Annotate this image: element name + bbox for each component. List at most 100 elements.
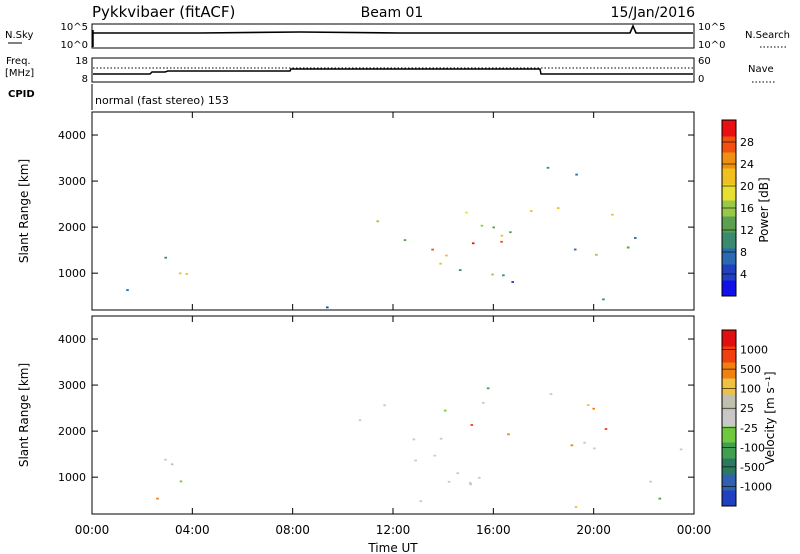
nsearch-tick-top: 10^5 [698,22,725,33]
velocity-cell [507,433,510,436]
power-cell [458,269,462,271]
power-colorbar-tick-label: 16 [740,202,754,215]
velocity-cell [447,480,451,483]
power-colorbar-swatch [722,216,736,233]
power-cell [502,274,505,277]
power-cell [595,253,598,256]
xtick-label: 16:00 [476,523,511,537]
velocity-yaxis: 1000 2000 3000 4000 [58,333,694,484]
velocity-cell [679,448,683,451]
velocity-colorbar-swatch [722,378,736,395]
time-axis-label: Time UT [367,541,418,554]
freq-tick-bottom: 8 [82,74,88,85]
date-label: 15/Jan/2016 [611,5,696,21]
power-ytick-label: 3000 [58,175,86,188]
velocity-cell [414,459,417,462]
velocity-colorbar-frame [721,329,737,507]
power-colorbar-tick-label: 4 [740,268,747,281]
velocity-cell [443,409,447,412]
velocity-cell [156,497,159,500]
velocity-colorbar-tick-label: 1000 [740,344,768,357]
xtick-label: 12:00 [376,523,411,537]
freq-panel-frame [91,57,695,83]
velocity-cell [478,476,481,479]
power-cell [326,306,329,309]
velocity-cell [604,428,608,430]
velocity-cell [486,387,490,390]
power-cell [546,166,550,169]
cpid-label: CPID [8,89,35,100]
power-colorbar-swatch [722,136,736,153]
power-cell [626,246,630,249]
velocity-cell [592,407,595,410]
power-cell [575,173,578,176]
velocity-heatmap: 1000 2000 3000 4000 Slant Range [km] [17,315,695,515]
velocity-colorbar-tick-label: -1000 [740,480,772,493]
power-colorbar-swatch [722,184,736,201]
nsky-tick-top: 10^5 [61,22,88,33]
power-ytick-label: 2000 [58,221,86,234]
power-cell [178,272,182,275]
velocity-cell [170,463,174,466]
velocity-cell [586,404,590,406]
power-cell [403,239,407,241]
power-colorbar-swatch [722,168,736,185]
velocity-cell [470,424,474,426]
power-ytick-label: 4000 [58,129,86,142]
power-cell [491,273,494,276]
power-colorbar-tick-label: 20 [740,180,754,193]
velocity-colorbar-swatch [722,410,736,427]
velocity-cell [482,401,485,404]
power-ylabel: Slant Range [km] [17,159,31,263]
velocity-cell [468,482,472,484]
power-colorbar-label: Power [dB] [757,177,771,242]
velocity-ytick-label: 2000 [58,425,86,438]
power-cell [439,262,442,265]
nsearch-label: N.Search [745,30,790,41]
nsky-trace [93,23,693,34]
power-ytick-label: 1000 [58,267,86,280]
power-cell [634,237,637,239]
freq-label-line1: Freq. [6,56,31,67]
power-cell [511,281,514,283]
velocity-cell [658,497,662,500]
velocity-cell [383,404,386,407]
velocity-colorbar-label: Velocity [m s⁻¹] [763,371,777,464]
power-cell [500,240,503,243]
power-cell [602,298,605,301]
velocity-colorbar-swatch [722,442,736,459]
velocity-cell [456,472,459,475]
velocity-cell [433,454,437,457]
power-cell [465,211,468,214]
velocity-ytick-label: 4000 [58,333,86,346]
velocity-cell [179,480,183,483]
velocity-cell [412,438,416,441]
time-axis: 00:00 04:00 08:00 12:00 16:00 20:00 00:00 [75,112,711,537]
power-colorbar-swatch [722,152,736,169]
velocity-panel-bg [92,316,694,514]
power-cell [164,256,167,259]
power-cell [492,226,495,229]
power-cell [471,242,475,245]
velocity-ylabel: Slant Range [km] [17,363,31,467]
velocity-colorbar-swatch [722,362,736,379]
nsearch-tick-bottom: 10^0 [698,40,725,51]
beam-label: Beam 01 [361,5,424,21]
velocity-colorbar-tick-label: 500 [740,363,761,376]
power-cell [530,210,533,212]
velocity-cell [549,393,553,395]
velocity-colorbar-swatch [722,426,736,443]
velocity-colorbar-swatch [722,346,736,363]
power-heatmap: 1000 2000 3000 4000 Slant Range [km] [17,111,695,311]
nave-tick-bottom: 0 [698,74,704,85]
power-colorbar-swatch [722,120,736,137]
power-cell [500,234,504,237]
nave-tick-top: 60 [698,56,711,67]
velocity-colorbar-swatch [722,330,736,347]
velocity-colorbar-swatch [722,394,736,411]
power-colorbar-swatch [722,232,736,249]
velocity-cell [419,500,423,503]
velocity-cell [439,437,443,440]
velocity-cell [593,447,596,450]
velocity-cell [164,458,167,461]
